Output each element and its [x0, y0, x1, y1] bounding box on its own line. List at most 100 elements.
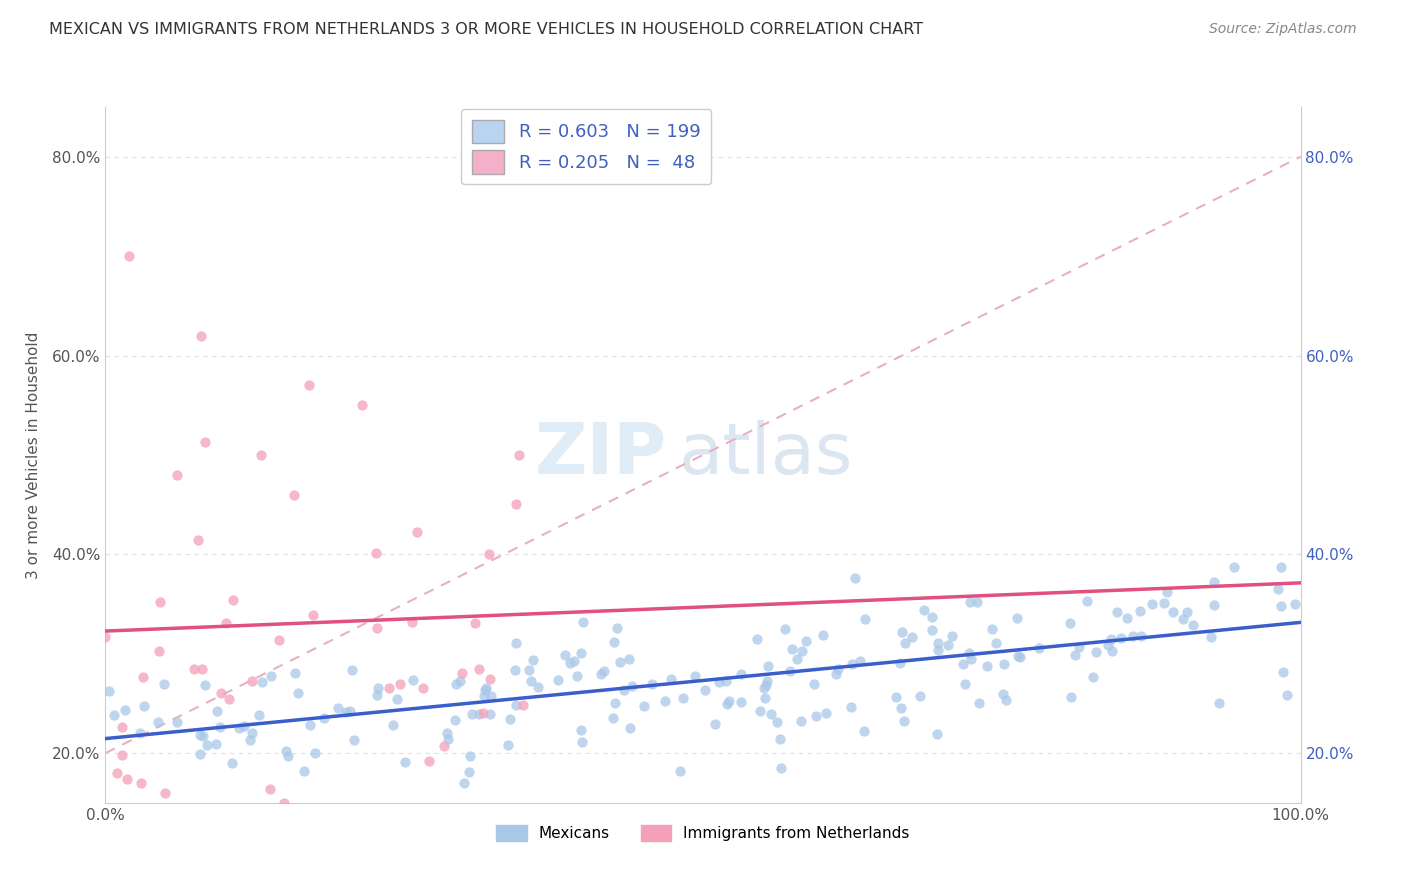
Point — [620, 679, 643, 693]
Point — [211, 686, 233, 700]
Point — [378, 681, 401, 695]
Point — [981, 622, 1004, 636]
Point — [472, 706, 495, 720]
Point — [659, 672, 682, 686]
Point — [755, 678, 778, 692]
Point — [571, 615, 593, 630]
Point — [94, 630, 117, 644]
Point — [512, 698, 534, 713]
Point — [208, 720, 231, 734]
Point — [205, 704, 228, 718]
Point — [367, 681, 389, 696]
Point — [1140, 597, 1163, 611]
Point — [250, 448, 273, 462]
Text: MEXICAN VS IMMIGRANTS FROM NETHERLANDS 3 OR MORE VEHICLES IN HOUSEHOLD CORRELATI: MEXICAN VS IMMIGRANTS FROM NETHERLANDS 3… — [49, 22, 924, 37]
Point — [188, 747, 211, 762]
Point — [603, 635, 626, 649]
Point — [994, 692, 1017, 706]
Point — [350, 398, 373, 412]
Point — [685, 669, 707, 683]
Point — [520, 673, 543, 688]
Point — [704, 716, 727, 731]
Point — [755, 673, 778, 688]
Point — [273, 796, 295, 810]
Point — [602, 711, 624, 725]
Point — [418, 754, 440, 768]
Point — [406, 524, 429, 539]
Point — [458, 765, 481, 780]
Point — [437, 731, 460, 746]
Point — [449, 674, 471, 689]
Point — [554, 648, 576, 662]
Point — [1076, 594, 1098, 608]
Point — [478, 547, 501, 561]
Point — [366, 688, 388, 702]
Point — [1208, 696, 1230, 710]
Point — [297, 378, 319, 392]
Point — [364, 546, 387, 560]
Point — [190, 662, 212, 676]
Point — [754, 690, 776, 705]
Text: ZIP: ZIP — [534, 420, 666, 490]
Point — [1085, 645, 1108, 659]
Point — [779, 664, 801, 678]
Point — [927, 636, 949, 650]
Point — [936, 638, 959, 652]
Point — [194, 435, 217, 450]
Point — [190, 328, 212, 343]
Point — [824, 667, 846, 681]
Point — [1059, 616, 1081, 631]
Point — [214, 615, 236, 630]
Point — [222, 593, 245, 607]
Point — [717, 694, 740, 708]
Point — [1107, 605, 1129, 619]
Point — [499, 712, 522, 726]
Point — [283, 488, 305, 502]
Point — [111, 720, 134, 734]
Point — [912, 603, 935, 617]
Point — [188, 727, 211, 741]
Point — [298, 718, 321, 732]
Point — [775, 623, 797, 637]
Point — [1173, 612, 1195, 626]
Point — [259, 781, 281, 796]
Point — [269, 632, 291, 647]
Legend: Mexicans, Immigrants from Netherlands: Mexicans, Immigrants from Netherlands — [491, 819, 915, 847]
Point — [966, 595, 988, 609]
Point — [107, 766, 129, 780]
Point — [730, 696, 752, 710]
Point — [976, 659, 998, 673]
Point — [959, 595, 981, 609]
Point — [603, 696, 626, 710]
Point — [114, 703, 136, 717]
Point — [436, 726, 458, 740]
Point — [707, 675, 730, 690]
Point — [891, 625, 914, 640]
Point — [232, 719, 254, 733]
Point — [921, 623, 943, 637]
Point — [957, 646, 980, 660]
Point — [342, 733, 364, 747]
Point — [505, 698, 527, 712]
Point — [187, 533, 209, 547]
Point — [505, 497, 527, 511]
Point — [304, 746, 326, 760]
Point — [146, 714, 169, 729]
Point — [1064, 648, 1087, 662]
Point — [1099, 632, 1122, 647]
Point — [1181, 618, 1204, 632]
Point — [827, 662, 849, 676]
Point — [385, 691, 408, 706]
Point — [503, 663, 526, 677]
Point — [1223, 560, 1246, 574]
Point — [481, 690, 503, 704]
Point — [394, 755, 416, 769]
Point — [1275, 688, 1298, 702]
Point — [97, 684, 120, 698]
Point — [1202, 574, 1225, 589]
Point — [1109, 631, 1132, 645]
Point — [790, 644, 813, 658]
Point — [1156, 585, 1178, 599]
Point — [669, 764, 692, 778]
Point — [571, 734, 593, 748]
